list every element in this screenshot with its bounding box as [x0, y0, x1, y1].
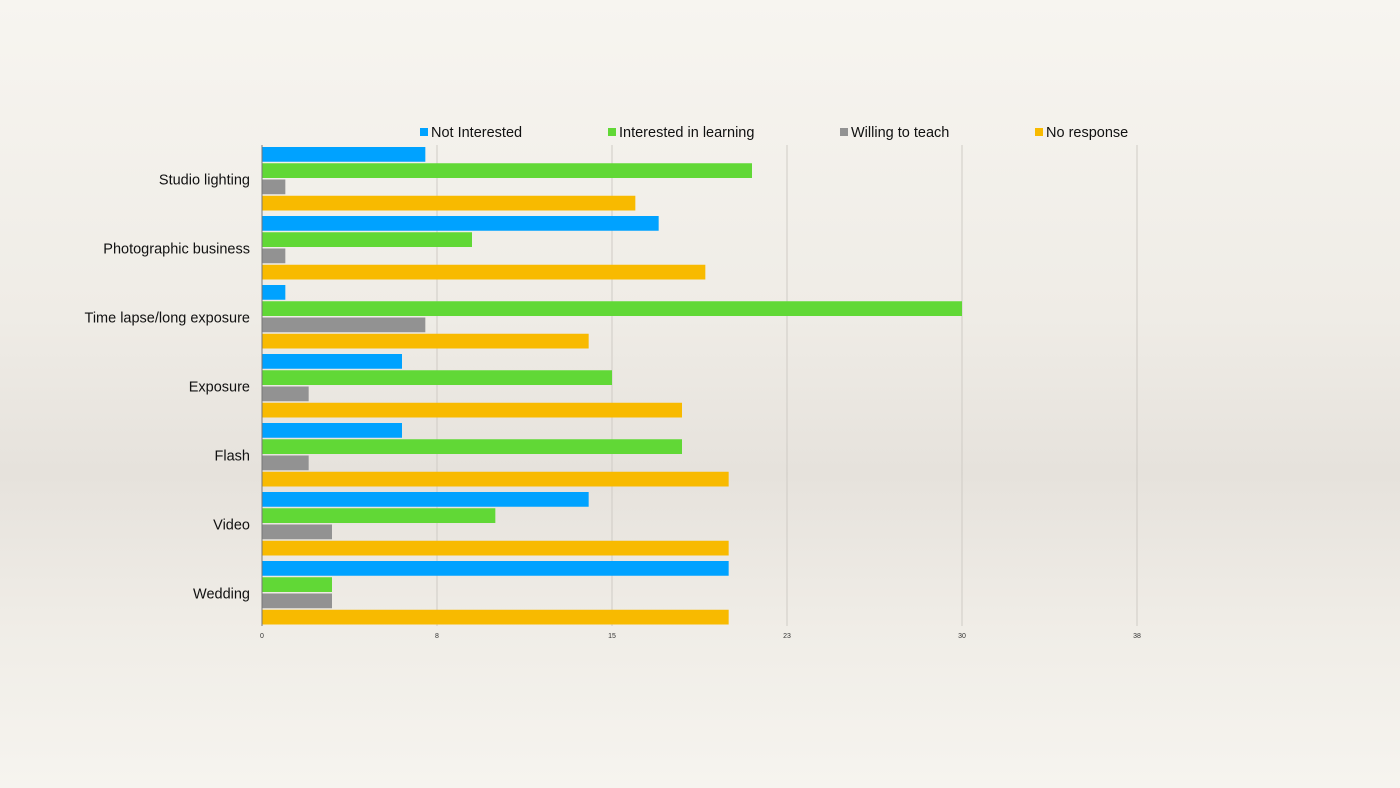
category-labels: Studio lighting Photographic business Time… — [85, 173, 251, 603]
bar — [262, 423, 402, 438]
bar — [262, 577, 332, 592]
bar — [262, 195, 636, 211]
bar — [262, 370, 612, 385]
x-tick-label: 38 — [1133, 633, 1141, 640]
bar — [262, 179, 286, 195]
bar — [262, 301, 962, 316]
bar — [262, 248, 286, 264]
bar — [262, 508, 496, 523]
legend-swatch — [420, 128, 428, 136]
bar — [262, 163, 752, 178]
legend: Not Interested Interested in learning Will… — [420, 125, 1128, 141]
category-label: Photographic business — [103, 242, 250, 258]
legend-label: Not Interested — [431, 125, 522, 141]
bar — [262, 216, 659, 231]
bar — [262, 540, 729, 556]
category-label: Exposure — [189, 380, 250, 396]
bar — [262, 317, 426, 333]
bar — [262, 492, 589, 507]
category-label: Studio lighting — [159, 173, 250, 189]
category-label: Flash — [215, 449, 250, 465]
bar — [262, 285, 286, 300]
bar — [262, 455, 309, 471]
legend-label: No response — [1046, 125, 1128, 141]
legend-item: Interested in learning — [608, 125, 754, 141]
legend-item: No response — [1035, 125, 1128, 141]
x-tick-label: 30 — [958, 633, 966, 640]
category-label: Wedding — [193, 587, 250, 603]
x-axis-ticks: 0 8 15 23 30 38 — [260, 633, 1141, 640]
category-label: Video — [213, 518, 250, 534]
category-label: Time lapse/long exposure — [85, 311, 251, 327]
bar — [262, 593, 332, 609]
legend-swatch — [608, 128, 616, 136]
x-tick-label: 23 — [783, 633, 791, 640]
legend-swatch — [1035, 128, 1043, 136]
bar — [262, 232, 472, 247]
legend-item: Willing to teach — [840, 125, 949, 141]
bars — [262, 147, 962, 625]
bar — [262, 439, 682, 454]
bar — [262, 333, 589, 349]
bar — [262, 386, 309, 402]
x-tick-label: 0 — [260, 633, 264, 640]
bar — [262, 354, 402, 369]
bar — [262, 609, 729, 625]
bar — [262, 264, 706, 280]
bar — [262, 147, 426, 162]
x-tick-label: 15 — [608, 633, 616, 640]
legend-swatch — [840, 128, 848, 136]
bar — [262, 471, 729, 487]
legend-item: Not Interested — [420, 125, 522, 141]
bar — [262, 561, 729, 576]
x-tick-label: 8 — [435, 633, 439, 640]
legend-label: Willing to teach — [851, 125, 949, 141]
bar — [262, 402, 682, 418]
bar — [262, 524, 332, 540]
legend-label: Interested in learning — [619, 125, 754, 141]
